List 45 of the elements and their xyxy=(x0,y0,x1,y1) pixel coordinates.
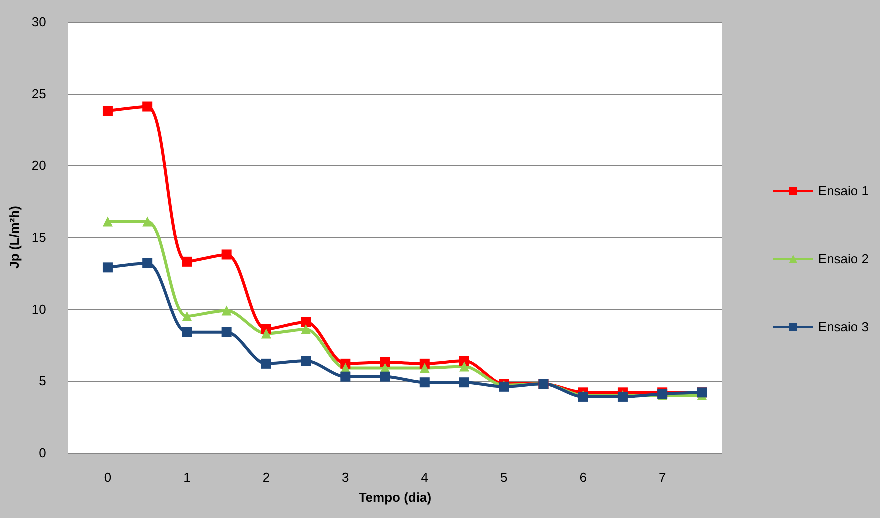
point xyxy=(460,378,470,388)
y-tick-label: 5 xyxy=(39,374,46,389)
y-tick-label: 0 xyxy=(39,446,46,460)
legend-label: Ensaio 2 xyxy=(818,252,870,266)
point xyxy=(420,363,430,374)
point xyxy=(380,357,390,368)
point xyxy=(102,262,113,273)
point xyxy=(460,356,470,366)
legend-label: Ensaio 3 xyxy=(818,320,870,334)
point xyxy=(380,372,390,382)
point xyxy=(222,306,232,316)
x-tick-label: 6 xyxy=(580,470,587,485)
point xyxy=(420,378,430,388)
point xyxy=(182,327,192,338)
legend-label: Ensaio 1 xyxy=(818,184,870,198)
y-tick-label: 15 xyxy=(32,230,46,245)
point xyxy=(340,372,351,382)
point xyxy=(142,102,153,112)
point xyxy=(102,216,113,227)
point xyxy=(102,106,113,116)
y-tick-label: 10 xyxy=(32,302,46,317)
point xyxy=(142,258,153,268)
x-tick-label: 2 xyxy=(262,470,270,485)
y-tick-label: 25 xyxy=(32,86,46,102)
x-tick-label: 0 xyxy=(104,470,112,485)
point xyxy=(261,328,272,339)
x-tick-label: 7 xyxy=(658,470,666,485)
point xyxy=(222,327,232,338)
y-tick-label: 20 xyxy=(32,158,46,174)
y-tick-label: 30 xyxy=(32,14,46,30)
point xyxy=(301,356,312,366)
point xyxy=(261,358,272,369)
point xyxy=(301,317,312,328)
point xyxy=(182,312,192,322)
point xyxy=(301,324,312,334)
point xyxy=(182,256,192,267)
x-tick-label: 5 xyxy=(500,470,508,485)
x-axis-title: Tempo (dia) xyxy=(358,490,432,505)
point xyxy=(460,362,470,372)
point xyxy=(222,250,232,260)
point xyxy=(142,216,153,227)
y-axis-title: Jp (L/m²h) xyxy=(7,206,22,269)
x-tick-label: 4 xyxy=(421,470,429,485)
x-tick-label: 1 xyxy=(184,470,191,485)
x-tick-label: 3 xyxy=(342,470,350,485)
